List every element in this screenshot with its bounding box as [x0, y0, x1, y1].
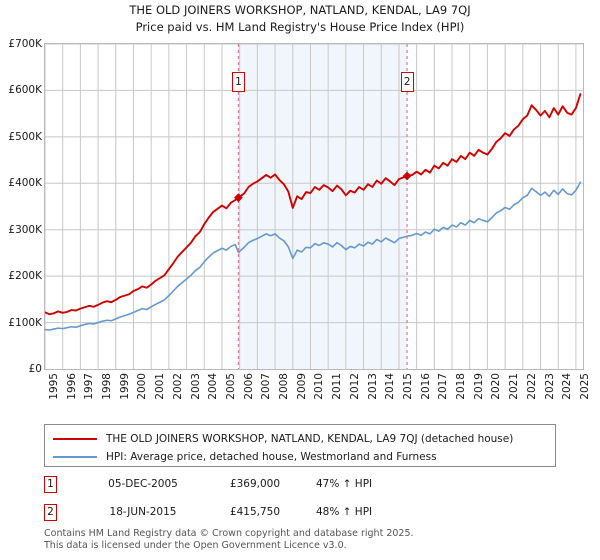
transaction-hpi-delta: 47% ↑ HPI — [316, 478, 373, 490]
page-subtitle: Price paid vs. HM Land Registry's House … — [135, 20, 465, 34]
x-axis-tick-label: 2004 — [207, 373, 220, 400]
footer-line-1: Contains HM Land Registry data © Crown c… — [44, 528, 414, 539]
legend-color-swatch — [53, 456, 97, 458]
x-axis-tick-label: 2005 — [224, 373, 237, 400]
legend-item-1: HPI: Average price, detached house, West… — [53, 448, 437, 466]
sale-marker-2[interactable] — [402, 171, 412, 181]
x-axis-tick-label: 2024 — [561, 373, 574, 400]
transaction-hpi-delta: 48% ↑ HPI — [316, 506, 373, 518]
transaction-date: 18-JUN-2015 — [109, 506, 177, 518]
x-axis-tick-label: 1996 — [65, 373, 78, 400]
x-axis-tick-label: 2009 — [295, 373, 308, 400]
x-axis-tick-label: 2013 — [366, 373, 379, 400]
x-axis: 1995 1996 1997 1998 1999 2000 2001 2002 2003 2004… — [44, 373, 591, 417]
highlight-band — [238, 44, 408, 369]
transaction-badge: 2 — [44, 504, 57, 521]
footer-attribution: Contains HM Land Registry data © Crown c… — [44, 528, 584, 551]
y-axis-tick-label: £700K — [8, 38, 42, 50]
x-axis-tick-label: 2017 — [437, 373, 450, 400]
chart-legend: THE OLD JOINERS WORKSHOP, NATLAND, KENDA… — [44, 424, 556, 467]
x-axis-tick-label: 2008 — [278, 373, 291, 400]
x-axis-tick-label: 2021 — [508, 373, 521, 400]
x-axis-tick-label: 2001 — [154, 373, 167, 400]
x-axis-tick-label: 2018 — [455, 373, 468, 400]
y-axis-tick-label: £500K — [8, 130, 42, 143]
chart-title-block: THE OLD JOINERS WORKSHOP, NATLAND, KENDA… — [0, 2, 600, 36]
sale-marker-1[interactable] — [234, 193, 243, 203]
y-axis: £0 £100K £200K £300K £400K £500K £600K £700K — [0, 39, 42, 375]
x-axis-tick-label: 1998 — [101, 373, 114, 400]
x-axis-tick-label: 2014 — [384, 373, 397, 400]
y-axis-tick-label: £400K — [8, 177, 42, 190]
x-axis-tick-label: 2012 — [348, 373, 361, 400]
footer-line-2: This data is licensed under the Open Gov… — [44, 539, 347, 551]
x-axis-tick-label: 1995 — [48, 373, 60, 400]
legend-label: THE OLD JOINERS WORKSHOP, NATLAND, KENDA… — [106, 433, 514, 445]
legend-item-0: THE OLD JOINERS WORKSHOP, NATLAND, KENDA… — [53, 430, 513, 448]
x-axis-tick-label: 2000 — [136, 373, 149, 400]
transaction-row[interactable]: 2 18-JUN-2015 £415,750 48% ↑ HPI — [44, 504, 556, 524]
x-axis-tick-label: 2011 — [331, 373, 344, 400]
x-axis-tick-label: 2010 — [313, 373, 326, 400]
transaction-price: £369,000 — [229, 478, 281, 490]
y-axis-tick-label: £200K — [8, 270, 42, 283]
legend-color-swatch — [53, 438, 97, 440]
annotation-flag-1[interactable]: 1 — [231, 72, 245, 92]
x-axis-tick-label: 1999 — [118, 373, 131, 400]
x-axis-tick-label: 2006 — [242, 373, 255, 400]
y-axis-tick-label: £300K — [8, 223, 42, 236]
legend-label: HPI: Average price, detached house, West… — [106, 451, 437, 463]
y-axis-tick-label: £600K — [8, 84, 42, 97]
x-axis-tick-label: 2002 — [171, 373, 184, 400]
series-line-1 — [45, 181, 582, 331]
x-axis-tick-label: 2007 — [260, 373, 273, 400]
series-line-0 — [45, 93, 582, 316]
x-axis-tick-label: 2019 — [472, 373, 485, 400]
y-axis-tick-label: £100K — [8, 316, 42, 329]
y-axis-tick-label: £0 — [28, 363, 42, 375]
annotation-flag-2[interactable]: 2 — [400, 72, 414, 92]
transaction-price: £415,750 — [229, 506, 281, 518]
x-axis-tick-label: 2022 — [525, 373, 538, 400]
x-axis-tick-label: 2020 — [490, 373, 503, 400]
x-axis-tick-label: 2025 — [578, 373, 591, 400]
page-title: THE OLD JOINERS WORKSHOP, NATLAND, KENDA… — [129, 3, 471, 17]
x-axis-tick-label: 2016 — [419, 373, 432, 400]
x-axis-tick-label: 1997 — [83, 373, 96, 400]
chart-svg — [45, 44, 583, 369]
x-axis-tick-label: 2003 — [189, 373, 202, 400]
x-axis-tick-label: 2023 — [543, 373, 556, 400]
transaction-row[interactable]: 1 05-DEC-2005 £369,000 47% ↑ HPI — [44, 476, 556, 496]
transaction-date: 05-DEC-2005 — [108, 478, 178, 490]
x-axis-tick-label: 2015 — [401, 373, 414, 400]
transaction-badge: 1 — [44, 476, 57, 493]
